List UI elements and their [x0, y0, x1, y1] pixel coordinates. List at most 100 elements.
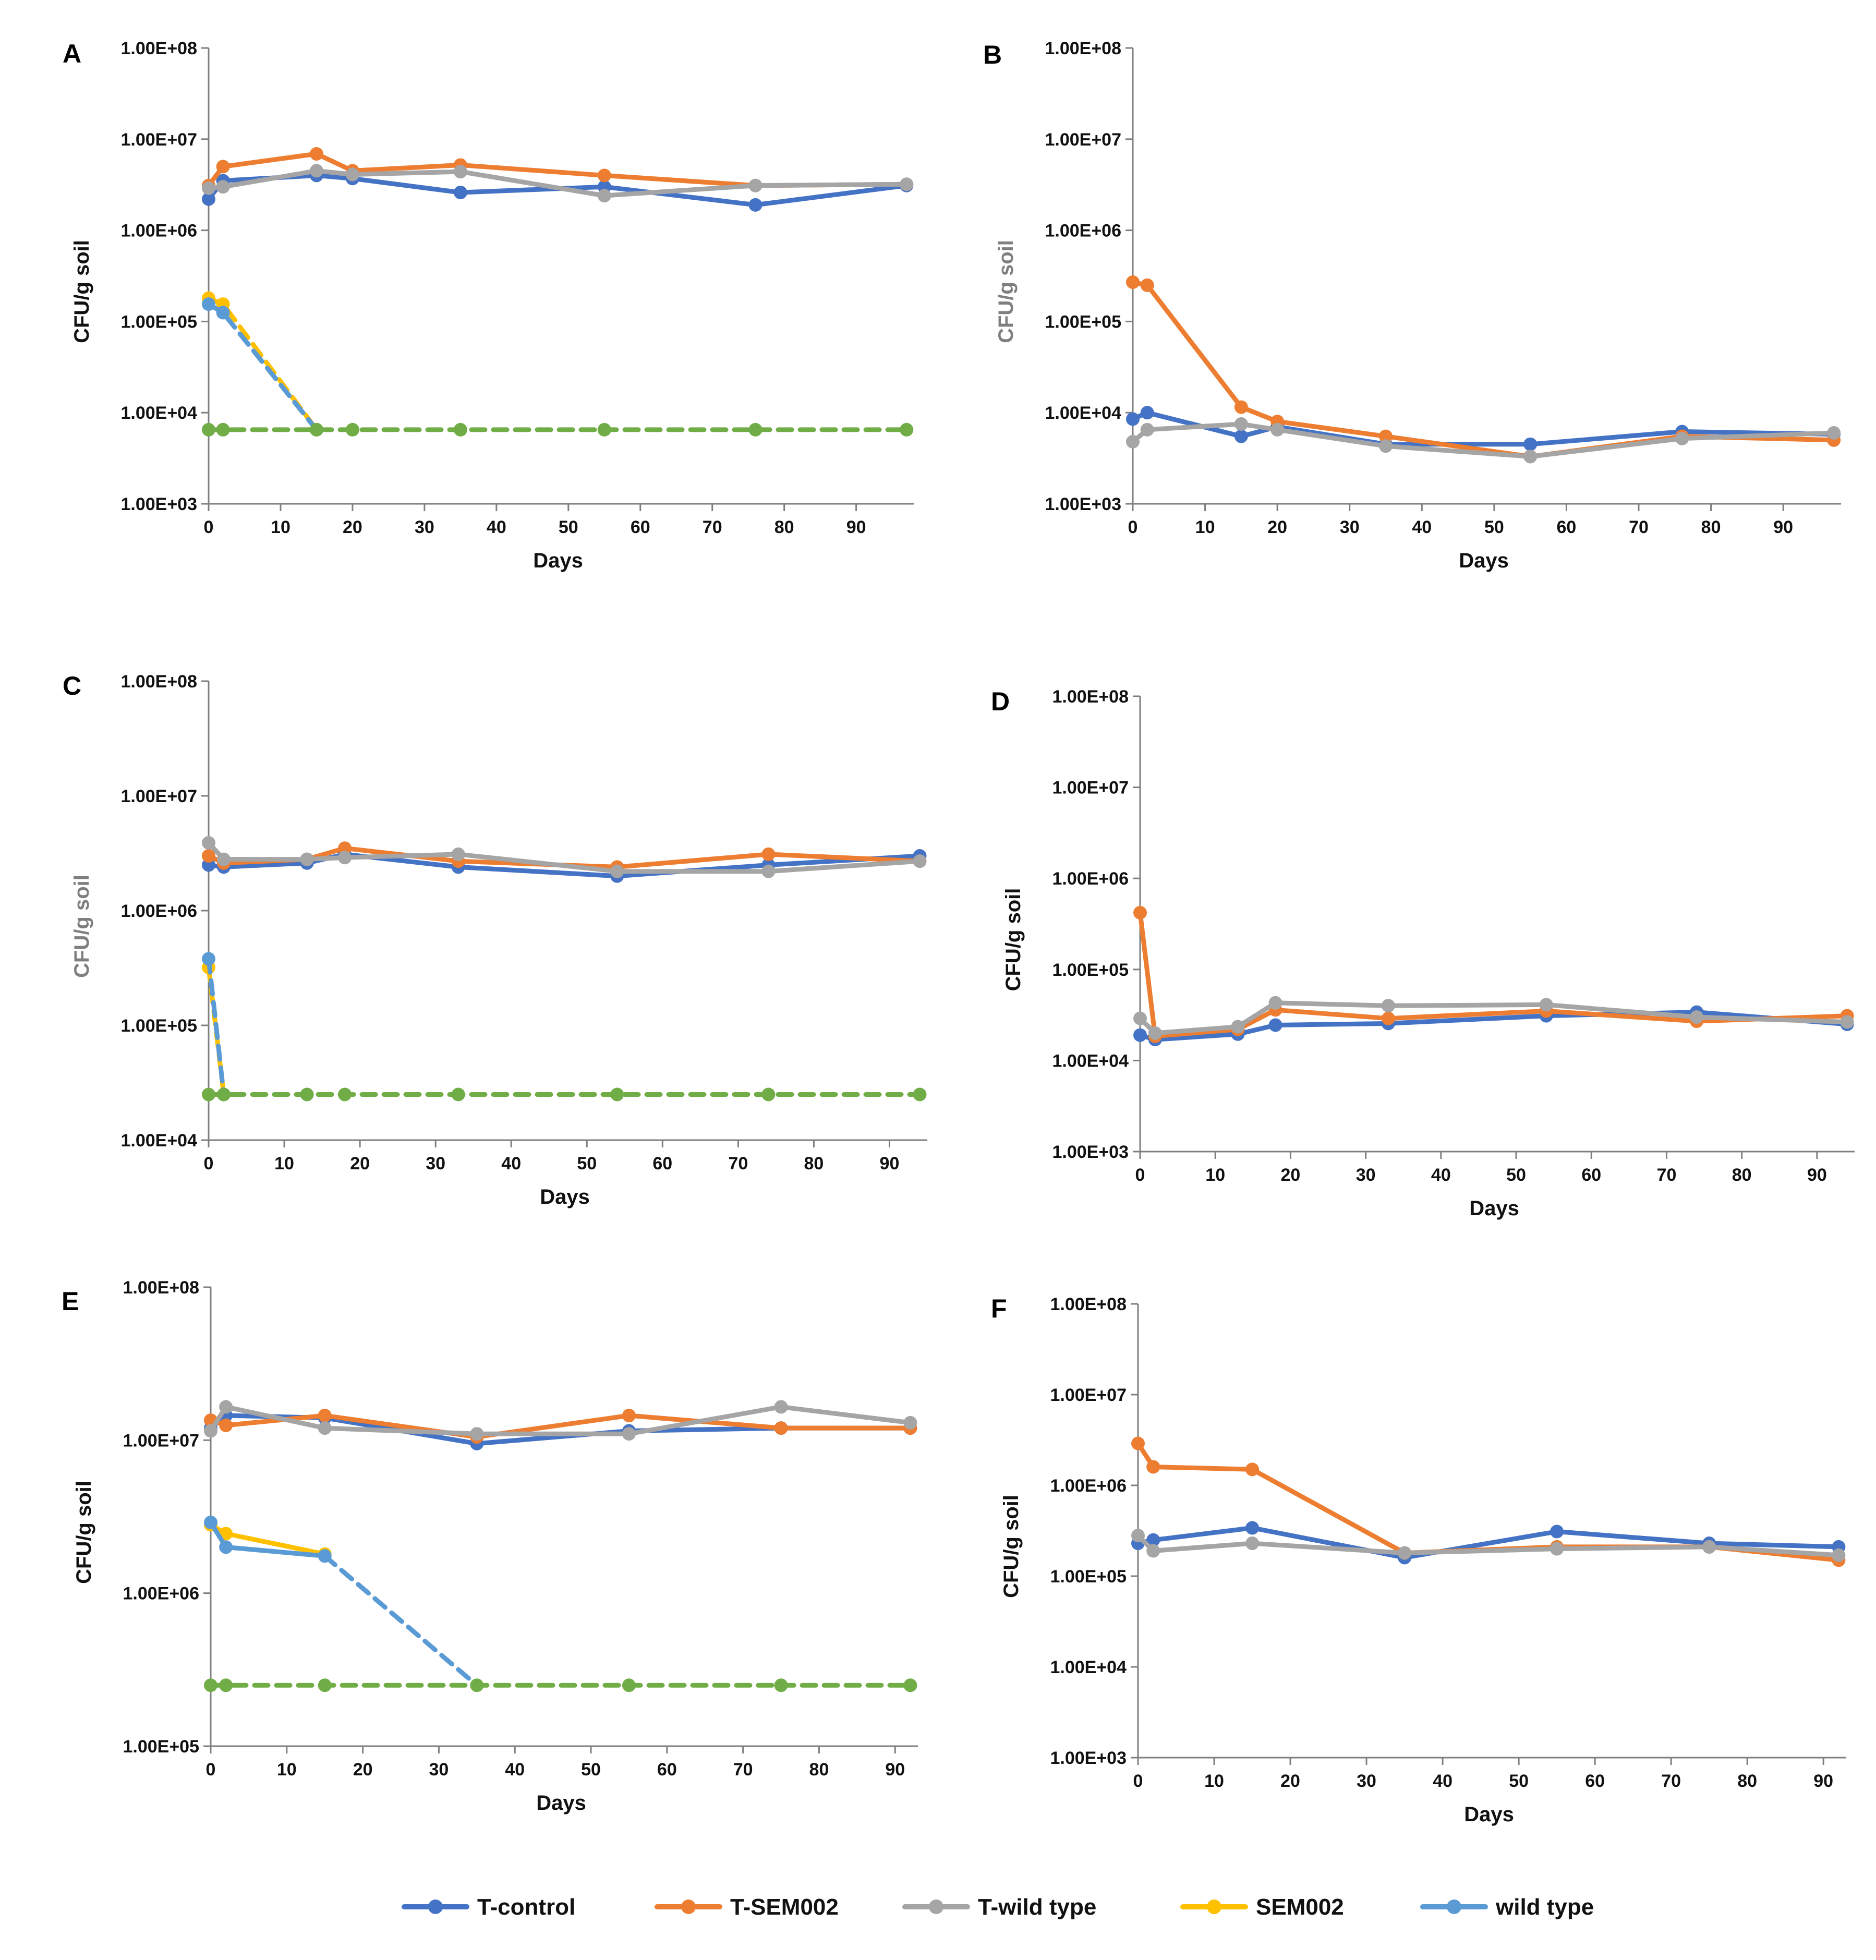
x-tick-label: 50	[577, 1154, 597, 1173]
data-point	[748, 178, 762, 192]
data-point	[202, 849, 215, 863]
legend-label: T-SEM002	[730, 1894, 839, 1920]
chart-panel-f: F 1.00E+03 1.00E+04 1.00E+05 1.00E+06 1.00E+0…	[991, 1294, 1846, 1826]
y-tick-label: 1.00E+08	[120, 39, 197, 58]
x-tick-label: 80	[809, 1760, 829, 1780]
legend-item-t-control: T-control	[402, 1894, 575, 1920]
data-point	[453, 186, 467, 200]
data-point	[1398, 1546, 1412, 1560]
series-line	[1137, 910, 1850, 1039]
y-tick-label: 1.00E+05	[120, 312, 197, 332]
x-tick-label: 0	[204, 517, 214, 537]
y-tick-label: 1.00E+06	[1045, 221, 1121, 241]
data-point	[1131, 1529, 1145, 1543]
x-axis-label: Days	[1464, 1803, 1514, 1826]
data-point	[622, 1678, 636, 1692]
data-point	[900, 177, 914, 191]
y-axis-label: CFU/g soil	[1002, 888, 1025, 991]
chart-panel-c: C 1.00E+04 1.00E+05 1.00E+06 1.00E+07 1.00E+0…	[63, 671, 927, 1208]
data-point	[216, 422, 230, 437]
data-point	[318, 1678, 332, 1692]
data-point	[597, 168, 611, 183]
series-line	[1137, 1000, 1850, 1036]
x-tick-label: 30	[426, 1154, 445, 1173]
x-tick-label: 80	[1737, 1771, 1757, 1791]
legend-item-t-wild-type: T-wild type	[902, 1894, 1096, 1920]
x-tick-label: 50	[1509, 1771, 1529, 1791]
panel-letter: D	[991, 687, 1010, 716]
x-tick-label: 90	[1807, 1165, 1827, 1185]
y-tick-label: 1.00E+04	[1050, 1657, 1127, 1677]
data-point	[202, 422, 215, 437]
data-point	[453, 165, 467, 179]
data-point	[338, 1087, 352, 1102]
y-tick-label: 1.00E+07	[1052, 778, 1129, 798]
series-t-wild-type	[204, 1400, 917, 1441]
x-axis-label: Days	[533, 549, 583, 572]
legend-label: T-wild type	[978, 1894, 1096, 1920]
data-point	[1268, 996, 1282, 1010]
data-point	[202, 181, 215, 195]
x-tick-label: 60	[657, 1760, 677, 1780]
data-point	[345, 167, 359, 182]
data-point	[761, 864, 776, 878]
series-line	[206, 301, 319, 432]
x-tick-label: 20	[1280, 1771, 1300, 1791]
data-point	[761, 1087, 776, 1102]
legend-item-wild-type: wild type	[1420, 1894, 1594, 1920]
legend-label: SEM002	[1256, 1894, 1344, 1920]
x-tick-label: 20	[1281, 1165, 1301, 1185]
data-point	[1550, 1542, 1564, 1556]
data-point	[1827, 426, 1841, 440]
panels: A 1.00E+03 1.00E+04 1.00E+05 1.00E+06 1.00E+0…	[62, 39, 1855, 1826]
legend-swatch-marker	[1447, 1899, 1461, 1914]
x-tick-label: 70	[1657, 1165, 1677, 1185]
data-point	[1146, 1460, 1160, 1474]
data-point	[913, 1087, 927, 1102]
series-wild-type	[204, 1516, 332, 1563]
x-tick-label: 0	[1133, 1771, 1143, 1791]
x-tick-label: 80	[1701, 517, 1721, 537]
legend-label: T-control	[477, 1894, 575, 1920]
data-point	[216, 160, 230, 174]
y-tick-label: 1.00E+08	[1052, 687, 1129, 707]
y-tick-label: 1.00E+03	[120, 494, 197, 514]
data-point	[217, 852, 231, 866]
data-point	[1379, 429, 1393, 443]
data-point	[1550, 1525, 1564, 1539]
x-tick-label: 0	[206, 1760, 216, 1780]
data-point	[338, 841, 352, 855]
data-point	[1245, 1521, 1260, 1535]
series-t-wild-type	[1133, 996, 1854, 1040]
x-axis-label: Days	[540, 1185, 590, 1208]
y-tick-label: 1.00E+08	[123, 1278, 199, 1298]
y-tick-label: 1.00E+03	[1045, 494, 1121, 514]
x-tick-label: 70	[728, 1154, 748, 1173]
x-tick-label: 10	[1204, 1771, 1224, 1791]
y-tick-label: 1.00E+06	[123, 1584, 199, 1604]
series-detection-limit	[202, 422, 914, 437]
data-point	[451, 847, 465, 861]
series-line	[206, 852, 922, 879]
x-tick-label: 80	[774, 517, 794, 537]
y-tick-label: 1.00E+07	[1045, 130, 1121, 150]
y-tick-label: 1.00E+04	[1045, 403, 1121, 423]
data-point	[1381, 1011, 1395, 1025]
series-t-wild-type	[1126, 417, 1841, 464]
x-tick-label: 30	[1340, 517, 1360, 537]
data-point	[219, 1527, 233, 1541]
data-point	[202, 192, 215, 206]
y-axis-label: CFU/g soil	[70, 240, 93, 343]
chart-panel-a: A 1.00E+03 1.00E+04 1.00E+05 1.00E+06 1.00E+0…	[63, 39, 914, 572]
data-point	[1381, 999, 1395, 1013]
data-point	[470, 1678, 484, 1692]
y-tick-label: 1.00E+07	[123, 1431, 199, 1450]
x-tick-label: 30	[1356, 1165, 1376, 1185]
data-point	[774, 1678, 788, 1692]
x-tick-label: 10	[1195, 517, 1215, 537]
series-line	[206, 840, 922, 874]
data-point	[453, 422, 467, 437]
y-tick-label: 1.00E+04	[120, 1131, 197, 1151]
x-tick-label: 20	[343, 517, 362, 537]
legend: T-control T-SEM002 T-wild type SEM002 wild t…	[402, 1894, 1594, 1920]
